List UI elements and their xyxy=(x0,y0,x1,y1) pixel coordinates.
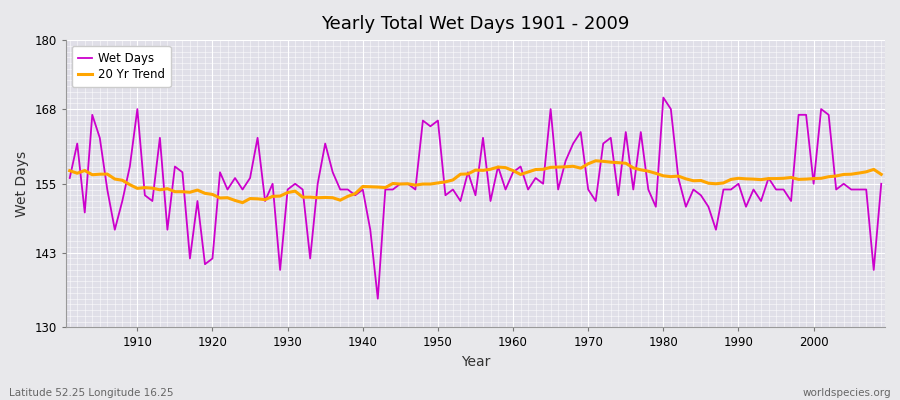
20 Yr Trend xyxy=(342,194,353,199)
X-axis label: Year: Year xyxy=(461,355,491,369)
Wet Days xyxy=(373,296,383,301)
Wet Days xyxy=(508,170,518,175)
20 Yr Trend xyxy=(297,195,308,200)
Wet Days xyxy=(64,176,75,180)
20 Yr Trend xyxy=(515,172,526,177)
Title: Yearly Total Wet Days 1901 - 2009: Yearly Total Wet Days 1901 - 2009 xyxy=(321,15,630,33)
20 Yr Trend xyxy=(613,160,624,165)
Text: Latitude 52.25 Longitude 16.25: Latitude 52.25 Longitude 16.25 xyxy=(9,388,174,398)
20 Yr Trend xyxy=(508,168,518,173)
20 Yr Trend xyxy=(237,200,248,205)
20 Yr Trend xyxy=(590,158,601,163)
Wet Days xyxy=(658,95,669,100)
Wet Days xyxy=(606,135,616,140)
20 Yr Trend xyxy=(124,182,135,187)
20 Yr Trend xyxy=(876,172,886,177)
Line: Wet Days: Wet Days xyxy=(69,98,881,299)
Text: worldspecies.org: worldspecies.org xyxy=(803,388,891,398)
Wet Days xyxy=(876,181,886,186)
Y-axis label: Wet Days: Wet Days xyxy=(15,151,29,217)
Line: 20 Yr Trend: 20 Yr Trend xyxy=(69,161,881,203)
Wet Days xyxy=(124,164,135,169)
Wet Days xyxy=(290,181,301,186)
Legend: Wet Days, 20 Yr Trend: Wet Days, 20 Yr Trend xyxy=(72,46,171,87)
Wet Days xyxy=(335,187,346,192)
20 Yr Trend xyxy=(64,168,75,173)
Wet Days xyxy=(515,164,526,169)
